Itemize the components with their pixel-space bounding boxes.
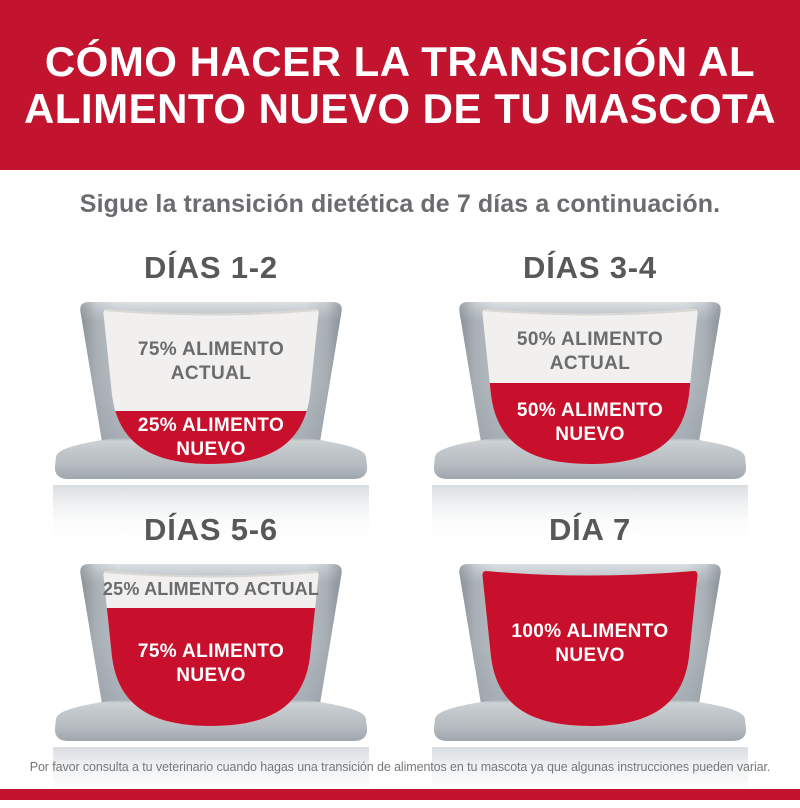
- new-food-label: 75% ALIMENTO NUEVO: [137, 641, 285, 686]
- transition-step-card-days-3-4: DÍAS 3-4 50% ALIMENTO ACTUAL 50% ALIMENT…: [430, 246, 750, 546]
- food-bowl-illustration: 25% ALIMENTO ACTUAL 75% ALIMENTO NUEVO: [51, 562, 371, 747]
- header-title-line2: ALIMENTO NUEVO DE TU MASCOTA: [23, 85, 777, 132]
- old-food-label: 50% ALIMENTO ACTUAL: [516, 329, 664, 374]
- new-food-fill: [103, 608, 319, 726]
- new-food-label: 100% ALIMENTO NUEVO: [511, 621, 669, 666]
- bowl-rim-shadow: [483, 309, 697, 316]
- new-food-label: 50% ALIMENTO NUEVO: [516, 400, 664, 445]
- old-food-label: 25% ALIMENTO ACTUAL: [102, 579, 320, 599]
- old-food-label: 75% ALIMENTO ACTUAL: [137, 339, 285, 384]
- step-title: DÍA 7: [548, 512, 632, 547]
- new-food-fill: [482, 571, 698, 726]
- new-food-label: 25% ALIMENTO NUEVO: [137, 415, 285, 460]
- footer-disclaimer: Por favor consulta a tu veterinario cuan…: [29, 760, 771, 774]
- bowl-reflection: [53, 485, 369, 543]
- bowl-graphic: [54, 302, 368, 479]
- step-title: DÍAS 5-6: [144, 512, 278, 547]
- transition-step-card-days-1-2: DÍAS 1-2 75% ALIMENTO ACTUAL 25% ALIMENT…: [51, 246, 371, 546]
- food-bowl-illustration: 100% ALIMENTO NUEVO: [430, 562, 750, 747]
- food-bowl-illustration: 50% ALIMENTO ACTUAL 50% ALIMENTO NUEVO: [430, 300, 750, 485]
- header-banner: CÓMO HACER LA TRANSICIÓN AL ALIMENTO NUE…: [0, 0, 800, 170]
- step-title: DÍAS 1-2: [144, 250, 278, 285]
- bowl-graphic: [54, 564, 368, 741]
- subtitle-text: Sigue la transición dietética de 7 días …: [79, 190, 721, 218]
- food-bowl-illustration: 75% ALIMENTO ACTUAL 25% ALIMENTO NUEVO: [51, 300, 371, 485]
- step-title: DÍAS 3-4: [523, 250, 657, 285]
- bottom-red-bar: [0, 789, 800, 800]
- bowl-graphic: [433, 302, 747, 479]
- transition-step-card-day-7: DÍA 7 100% ALIMENTO NUEVO: [430, 508, 750, 808]
- bowl-reflection: [432, 485, 748, 543]
- bowl-graphic: [433, 564, 747, 741]
- bowl-rim-shadow: [104, 571, 318, 578]
- header-title-line1: CÓMO HACER LA TRANSICIÓN AL: [44, 38, 756, 85]
- bowl-rim-shadow: [104, 309, 318, 316]
